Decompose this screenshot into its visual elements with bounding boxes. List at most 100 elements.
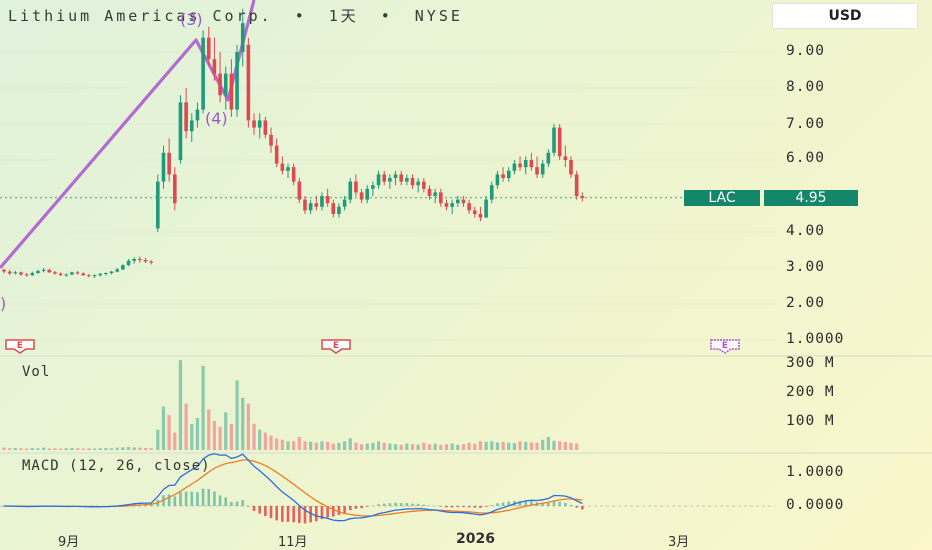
wave-label-partial: ) <box>0 294 7 313</box>
macd-histogram-bar <box>218 495 222 506</box>
candle-body <box>297 181 302 200</box>
macd-histogram-bar <box>331 506 335 517</box>
candle-body <box>467 203 471 211</box>
currency-button[interactable]: USD <box>772 3 918 29</box>
candle-body <box>30 273 35 276</box>
volume-bar <box>309 441 313 450</box>
earnings-badge-upcoming[interactable]: E <box>710 339 740 354</box>
candle-body <box>382 174 387 182</box>
earnings-badge[interactable]: E <box>321 339 351 354</box>
wave-label-4: (4) <box>205 109 228 128</box>
candle-body <box>552 127 556 153</box>
candle-body <box>478 214 483 218</box>
candle-body <box>13 272 18 274</box>
candle-body <box>115 269 119 272</box>
time-axis-label: 3月 <box>668 535 690 550</box>
volume-bar <box>433 443 437 450</box>
macd-histogram-bar <box>581 506 584 510</box>
volume-bar <box>303 441 307 450</box>
candle-body <box>195 109 200 121</box>
symbol-title: Lithium Americas Corp. • 1天 • NYSE <box>8 5 485 26</box>
candle-body <box>143 260 148 262</box>
volume-bar <box>30 447 34 450</box>
candle-body <box>410 178 415 186</box>
price-axis-label: 4.00 <box>786 223 825 239</box>
candle-body <box>546 152 551 164</box>
candle-body <box>70 272 74 275</box>
volume-bar <box>59 448 63 450</box>
volume-bar <box>524 441 528 450</box>
candle-body <box>240 23 245 52</box>
candle-body <box>36 270 40 274</box>
volume-pane-label: Vol <box>22 364 51 380</box>
price-axis-label: 1.0000 <box>786 331 845 347</box>
volume-bar <box>326 441 330 450</box>
candle-body <box>121 265 125 270</box>
volume-bar <box>563 441 567 450</box>
volume-bar <box>280 439 284 450</box>
candle-body <box>81 273 86 276</box>
volume-bar <box>552 440 556 450</box>
candle-body <box>167 152 171 175</box>
volume-bar <box>121 447 125 450</box>
macd-histogram-bar <box>439 506 443 507</box>
macd-histogram-bar <box>190 491 194 506</box>
volume-bar <box>535 442 539 450</box>
volume-bar <box>75 448 80 450</box>
macd-axis-label: 1.0000 <box>786 464 845 480</box>
volume-bar <box>190 423 194 450</box>
macd-histogram-bar <box>309 506 312 523</box>
volume-bar <box>36 448 40 450</box>
volume-bar <box>138 447 142 450</box>
macd-histogram-bar <box>173 496 177 506</box>
macd-histogram-bar <box>382 503 386 506</box>
macd-histogram-bar <box>184 491 188 506</box>
macd-histogram-bar <box>445 506 448 508</box>
macd-histogram-bar <box>230 501 233 506</box>
volume-bar <box>365 443 369 450</box>
volume-bar <box>359 444 364 450</box>
candle-body <box>201 37 205 110</box>
volume-bar <box>212 421 217 450</box>
candle-body <box>518 163 522 168</box>
macd-histogram-bar <box>224 497 228 506</box>
macd-histogram-bar <box>405 503 409 506</box>
macd-histogram-bar <box>196 492 199 506</box>
candle-body <box>212 59 217 74</box>
candle-body <box>348 181 353 200</box>
time-axis-label: 9月 <box>58 535 80 550</box>
candle-body <box>535 167 539 175</box>
volume-axis-label: 200 M <box>786 384 835 400</box>
volume-bar <box>156 429 160 450</box>
volume-bar <box>8 448 12 450</box>
candle-body <box>2 269 6 272</box>
volume-bar <box>2 447 6 450</box>
macd-histogram-bar <box>388 503 392 506</box>
macd-histogram-bar <box>530 501 533 506</box>
volume-bar <box>64 448 68 450</box>
macd-histogram-bar <box>433 505 437 507</box>
candle-body <box>189 120 194 132</box>
price-axis-label: 9.00 <box>786 43 825 59</box>
candle-body <box>274 145 279 164</box>
candle-body <box>229 73 234 110</box>
candle-body <box>574 174 579 196</box>
candle-body <box>325 196 330 204</box>
volume-bar <box>376 441 381 450</box>
candle-body <box>246 44 251 121</box>
candle-body <box>173 174 177 204</box>
candle-body <box>422 181 426 189</box>
macd-histogram-bar <box>275 506 278 521</box>
macd-histogram-bar <box>428 505 431 507</box>
grid-lines <box>0 51 775 341</box>
macd-histogram-bar <box>575 506 578 508</box>
candle-body <box>580 196 585 198</box>
candle-body <box>359 192 364 200</box>
macd-histogram-bar <box>507 501 511 506</box>
candle-body <box>569 160 573 175</box>
candle-body <box>138 259 142 261</box>
volume-bar <box>173 432 177 450</box>
earnings-badge[interactable]: E <box>5 339 35 354</box>
